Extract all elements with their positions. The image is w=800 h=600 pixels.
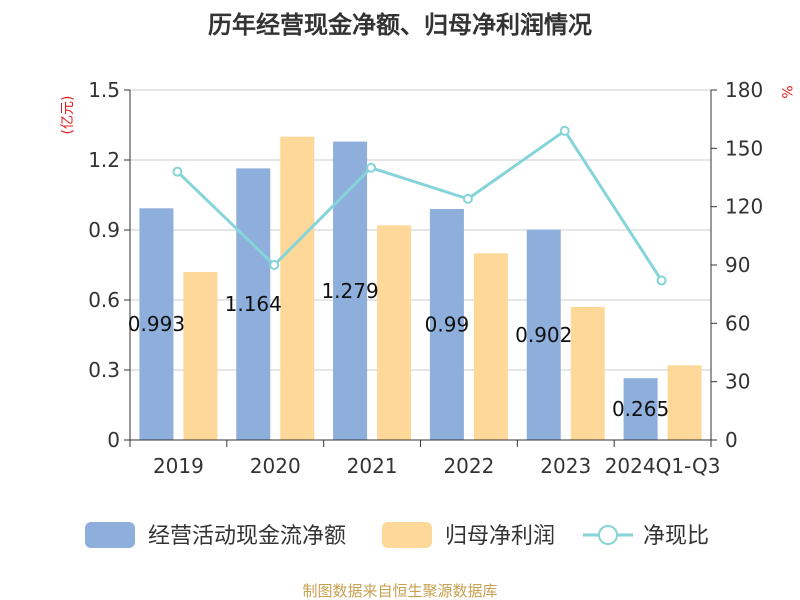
cashflow-bar bbox=[526, 229, 561, 440]
ratio-point bbox=[656, 275, 667, 286]
ratio-point bbox=[462, 193, 473, 204]
right-axis-unit: % bbox=[778, 85, 794, 98]
chart-title: 历年经营现金净额、归母净利润情况 bbox=[208, 11, 592, 39]
left-tick-label: 0.9 bbox=[88, 218, 120, 242]
legend-label: 归母净利润 bbox=[445, 524, 555, 549]
axes: 0 0.3 0.6 0.9 1.2 1.5 0 30 60 90 120 150 180 2019 2020… bbox=[88, 78, 763, 478]
net-profit-bar bbox=[280, 136, 315, 440]
x-tick-label: 2019 bbox=[153, 454, 204, 478]
net-profit-bar bbox=[667, 365, 702, 440]
legend-label: 净现比 bbox=[643, 524, 709, 549]
ratio-point bbox=[366, 162, 377, 173]
right-tick-label: 150 bbox=[725, 136, 763, 160]
source-note: 制图数据来自恒生聚源数据库 bbox=[302, 582, 497, 600]
cashflow-data-label: 1.164 bbox=[225, 292, 282, 316]
x-tick-label: 2021 bbox=[347, 454, 398, 478]
ratio-point bbox=[269, 260, 280, 270]
legend-swatch bbox=[382, 522, 432, 548]
net-profit-bar bbox=[473, 253, 508, 440]
left-tick-label: 1.5 bbox=[88, 78, 120, 102]
cashflow-data-label: 0.99 bbox=[425, 313, 470, 337]
legend: 经营活动现金流净额 归母净利润 净现比 bbox=[85, 522, 709, 549]
ratio-line-path bbox=[176, 128, 663, 282]
net-profit-bar bbox=[570, 307, 605, 440]
net-profit-bar bbox=[377, 225, 412, 440]
left-tick-label: 0.3 bbox=[88, 358, 120, 382]
legend-swatch bbox=[85, 522, 135, 548]
right-tick-label: 120 bbox=[725, 195, 763, 219]
cashflow-bar bbox=[429, 209, 464, 440]
x-tick-label: 2024Q1-Q3 bbox=[605, 454, 721, 478]
right-tick-label: 180 bbox=[725, 78, 763, 102]
bars bbox=[139, 136, 702, 441]
right-tick-label: 0 bbox=[725, 428, 738, 452]
right-tick-label: 60 bbox=[725, 311, 750, 335]
ratio-point bbox=[172, 166, 183, 177]
ratio-line bbox=[172, 125, 667, 286]
legend-marker bbox=[598, 525, 618, 545]
data-labels: 0.993 1.164 1.279 0.99 0.902 0.265 bbox=[128, 279, 669, 421]
x-tick-label: 2020 bbox=[250, 454, 301, 478]
cashflow-bar bbox=[333, 141, 368, 441]
left-axis-unit: (亿元) bbox=[60, 96, 76, 135]
right-tick-label: 30 bbox=[725, 370, 750, 394]
cashflow-bar bbox=[236, 168, 271, 440]
cashflow-data-label: 0.265 bbox=[612, 397, 669, 421]
right-tick-label: 90 bbox=[725, 253, 750, 277]
left-tick-label: 1.2 bbox=[88, 148, 120, 172]
legend-label: 经营活动现金流净额 bbox=[148, 524, 346, 549]
x-tick-label: 2023 bbox=[540, 454, 591, 478]
left-tick-label: 0.6 bbox=[88, 288, 120, 312]
cashflow-data-label: 1.279 bbox=[321, 279, 378, 303]
cashflow-data-label: 0.993 bbox=[128, 312, 185, 336]
left-tick-label: 0 bbox=[107, 428, 120, 452]
ratio-point bbox=[559, 125, 570, 136]
net-profit-bar bbox=[183, 272, 218, 440]
cashflow-data-label: 0.902 bbox=[515, 323, 572, 347]
cashflow-bar bbox=[139, 208, 174, 440]
cashflow-bar bbox=[623, 378, 658, 440]
x-tick-label: 2022 bbox=[443, 454, 494, 478]
